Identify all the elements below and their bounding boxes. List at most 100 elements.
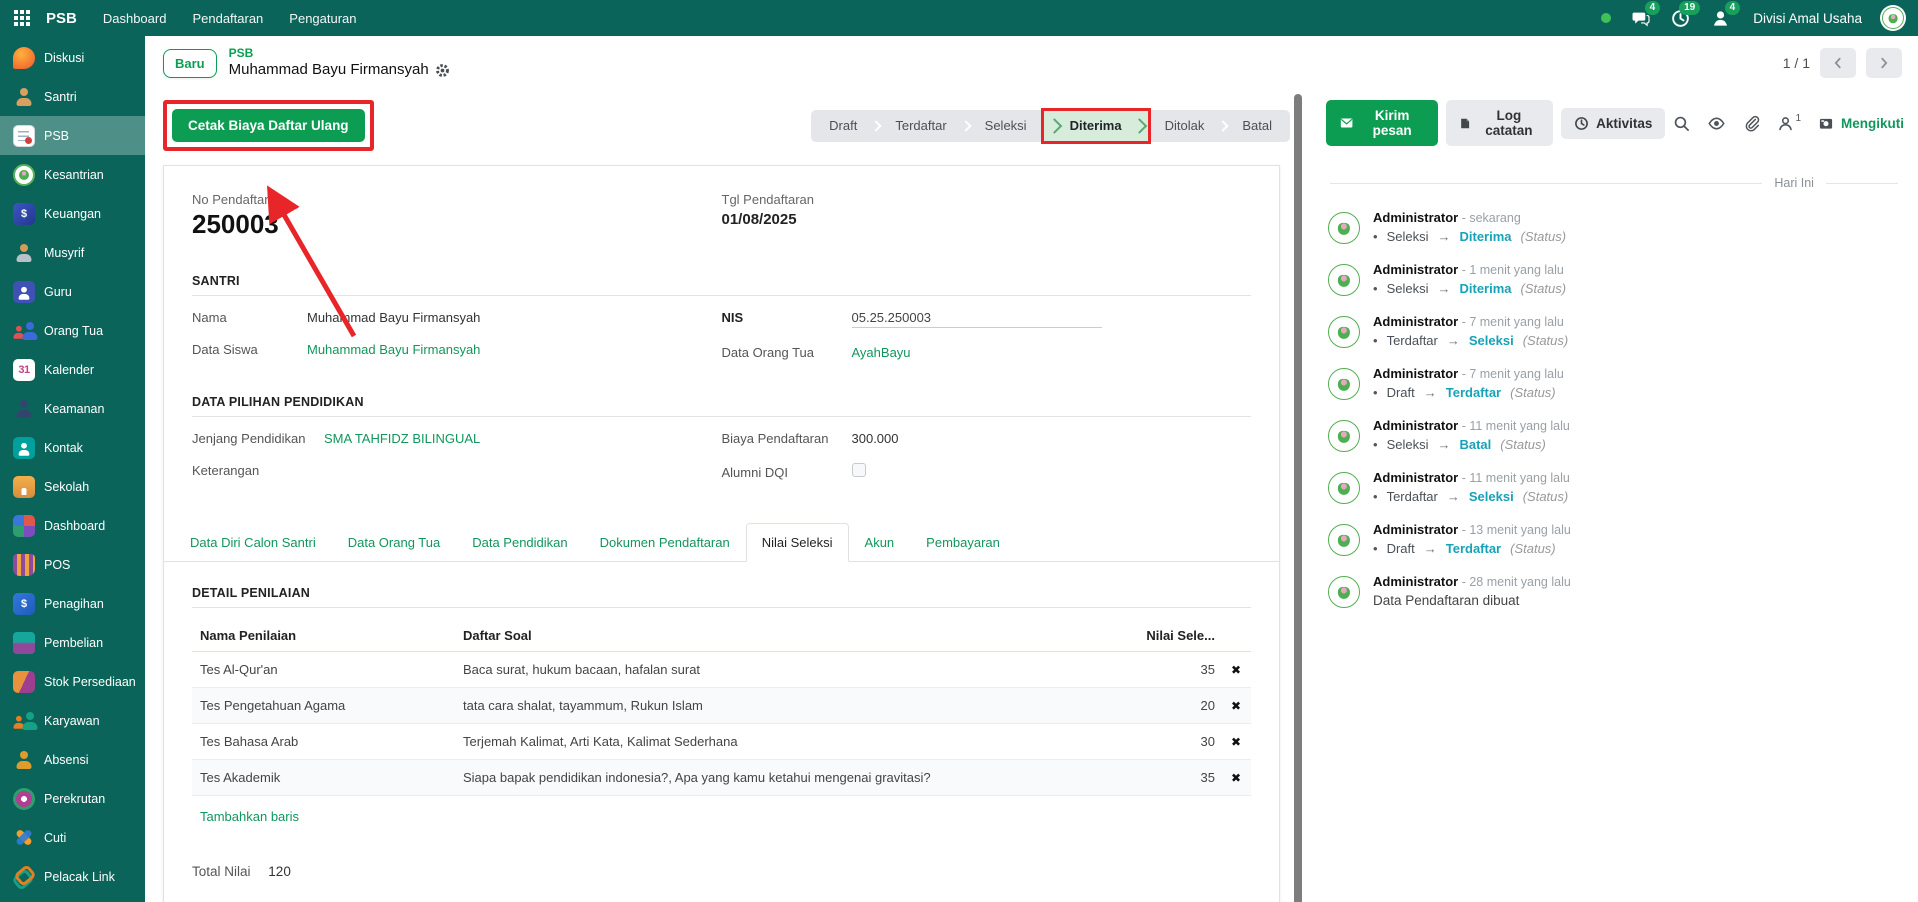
sidebar-item-dashboard[interactable]: Dashboard [0, 506, 145, 545]
cell-nama-penilaian[interactable]: Tes Akademik [192, 759, 457, 796]
menu-pengaturan[interactable]: Pengaturan [289, 10, 357, 26]
tab-nilai-seleksi[interactable]: Nilai Seleksi [745, 523, 849, 562]
sidebar-item-penagihan[interactable]: $ Penagihan [0, 584, 145, 623]
eye-icon[interactable] [1707, 115, 1726, 132]
delete-row-icon[interactable]: ✖ [1221, 723, 1251, 760]
follow-toggle[interactable]: Mengikuti [1818, 116, 1904, 131]
message-author[interactable]: Administrator [1373, 470, 1459, 485]
data-siswa-link[interactable]: Muhammad Bayu Firmansyah [307, 342, 481, 357]
jenjang-link[interactable]: SMA TAHFIDZ BILINGUAL [324, 431, 481, 446]
message-author[interactable]: Administrator [1373, 262, 1459, 277]
table-row[interactable]: Tes Pengetahuan Agama tata cara shalat, t… [192, 687, 1251, 724]
sidebar-item-kesantrian[interactable]: Kesantrian [0, 155, 145, 194]
status-step-terdaftar[interactable]: Terdaftar [895, 118, 947, 133]
col-nilai-seleksi[interactable]: Nilai Sele... [1135, 620, 1221, 652]
status-step-draft[interactable]: Draft [829, 118, 858, 133]
activities-clock-icon[interactable]: 19 [1669, 1, 1701, 28]
alumni-dqi-checkbox[interactable] [851, 463, 866, 477]
message-author[interactable]: Administrator [1373, 210, 1459, 225]
sidebar-item-absensi[interactable]: Absensi [0, 740, 145, 779]
sidebar-item-cuti[interactable]: Cuti [0, 818, 145, 857]
sidebar-item-psb[interactable]: PSB [0, 116, 145, 155]
user-avatar[interactable] [1880, 5, 1906, 31]
gear-icon[interactable] [435, 63, 450, 78]
status-step-batal[interactable]: Batal [1242, 118, 1272, 133]
sidebar-item-karyawan[interactable]: Karyawan [0, 701, 145, 740]
delete-row-icon[interactable]: ✖ [1221, 687, 1251, 724]
sidebar-item-keamanan[interactable]: Keamanan [0, 389, 145, 428]
tgl-pendaftaran-value[interactable]: 01/08/2025 [721, 211, 797, 228]
tab-dokumen-pendaftaran[interactable]: Dokumen Pendaftaran [584, 523, 746, 562]
sidebar-item-pos[interactable]: POS [0, 545, 145, 584]
sidebar-item-pembelian[interactable]: Pembelian [0, 623, 145, 662]
col-daftar-soal[interactable]: Daftar Soal [457, 620, 1135, 652]
message-author[interactable]: Administrator [1373, 522, 1459, 537]
activity-button[interactable]: Aktivitas [1561, 107, 1666, 139]
col-nama-penilaian[interactable]: Nama Penilaian [192, 620, 457, 652]
sidebar-item-perekrutan[interactable]: Perekrutan [0, 779, 145, 818]
delete-row-icon[interactable]: ✖ [1221, 759, 1251, 796]
status-step-ditolak[interactable]: Ditolak [1164, 118, 1205, 133]
status-from: Terdaftar [1386, 333, 1438, 348]
cell-daftar-soal[interactable]: Siapa bapak pendidikan indonesia?, Apa y… [457, 759, 1135, 796]
cell-daftar-soal[interactable]: Baca surat, hukum bacaan, hafalan surat [457, 651, 1135, 688]
vertical-scrollbar[interactable] [1294, 94, 1302, 902]
attachment-icon[interactable] [1743, 115, 1760, 132]
cell-nilai[interactable]: 30 [1135, 723, 1221, 760]
cell-nama-penilaian[interactable]: Tes Pengetahuan Agama [192, 687, 457, 724]
table-row[interactable]: Tes Akademik Siapa bapak pendidikan indon… [192, 759, 1251, 796]
tab-data-diri-calon-santri[interactable]: Data Diri Calon Santri [174, 523, 332, 562]
messages-icon[interactable]: 4 [1629, 1, 1661, 28]
cell-nilai[interactable]: 20 [1135, 687, 1221, 724]
message-author[interactable]: Administrator [1373, 314, 1459, 329]
send-message-button[interactable]: Kirim pesan [1326, 100, 1439, 146]
sidebar-item-pelacak-link[interactable]: Pelacak Link [0, 857, 145, 896]
sidebar-item-sekolah[interactable]: Sekolah [0, 467, 145, 506]
sidebar-item-santri[interactable]: Santri [0, 77, 145, 116]
menu-pendaftaran[interactable]: Pendaftaran [192, 10, 264, 26]
delete-row-icon[interactable]: ✖ [1221, 651, 1251, 688]
data-orang-tua-link[interactable]: AyahBayu [851, 345, 911, 360]
log-note-button[interactable]: Log catatan [1446, 100, 1554, 146]
pager-prev-button[interactable] [1820, 48, 1856, 78]
cell-daftar-soal[interactable]: Terjemah Kalimat, Arti Kata, Kalimat Sed… [457, 723, 1135, 760]
apps-grid-icon[interactable] [14, 10, 30, 26]
sidebar-item-guru[interactable]: Guru [0, 272, 145, 311]
sidebar-item-keuangan[interactable]: $ Keuangan [0, 194, 145, 233]
requests-person-icon[interactable]: 4 [1709, 1, 1741, 28]
tab-data-pendidikan[interactable]: Data Pendidikan [456, 523, 583, 562]
cell-nilai[interactable]: 35 [1135, 651, 1221, 688]
biaya-value[interactable]: 300.000 [851, 431, 899, 446]
cell-nama-penilaian[interactable]: Tes Bahasa Arab [192, 723, 457, 760]
table-row[interactable]: Tes Al-Qur'an Baca surat, hukum bacaan, h… [192, 651, 1251, 688]
sidebar-item-kalender[interactable]: 31 Kalender [0, 350, 145, 389]
status-step-seleksi[interactable]: Seleksi [984, 118, 1027, 133]
message-author[interactable]: Administrator [1373, 366, 1459, 381]
tab-data-orang-tua[interactable]: Data Orang Tua [332, 523, 457, 562]
status-step-diterima[interactable]: Diterima [1043, 110, 1148, 141]
tab-pembayaran[interactable]: Pembayaran [910, 523, 1016, 562]
sidebar-item-orang-tua[interactable]: Orang Tua [0, 311, 145, 350]
message-author[interactable]: Administrator [1373, 574, 1459, 589]
cell-nilai[interactable]: 35 [1135, 759, 1221, 796]
cell-daftar-soal[interactable]: tata cara shalat, tayammum, Rukun Islam [457, 687, 1135, 724]
breadcrumb[interactable]: PSB [228, 46, 254, 61]
message-author[interactable]: Administrator [1373, 418, 1459, 433]
add-row-link[interactable]: Tambahkan baris [200, 809, 299, 824]
pager-next-button[interactable] [1866, 48, 1902, 78]
company-name[interactable]: Divisi Amal Usaha [1753, 10, 1862, 26]
followers-icon[interactable]: 1 [1777, 113, 1801, 132]
sidebar-item-stok-persediaan[interactable]: Stok Persediaan [0, 662, 145, 701]
print-daftar-ulang-button[interactable]: Cetak Biaya Daftar Ulang [172, 109, 365, 142]
sidebar-item-kontak[interactable]: Kontak [0, 428, 145, 467]
app-brand[interactable]: PSB [46, 9, 77, 27]
sidebar-item-musyrif[interactable]: Musyrif [0, 233, 145, 272]
tab-akun[interactable]: Akun [849, 523, 911, 562]
menu-dashboard[interactable]: Dashboard [102, 10, 167, 26]
nama-value[interactable]: Muhammad Bayu Firmansyah [307, 310, 481, 325]
sidebar-item-diskusi[interactable]: Diskusi [0, 38, 145, 77]
table-row[interactable]: Tes Bahasa Arab Terjemah Kalimat, Arti Ka… [192, 723, 1251, 760]
nis-input[interactable]: 05.25.250003 [851, 310, 1102, 328]
search-icon[interactable] [1673, 115, 1690, 132]
cell-nama-penilaian[interactable]: Tes Al-Qur'an [192, 651, 457, 688]
